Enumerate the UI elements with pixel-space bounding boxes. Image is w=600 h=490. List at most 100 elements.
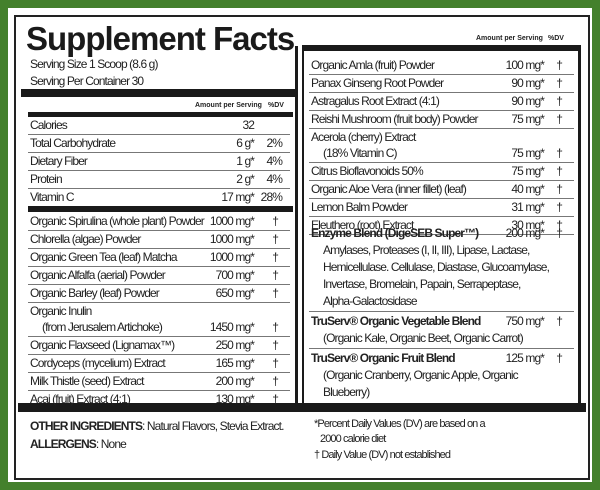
ingredient-amount: 130 mg* bbox=[215, 392, 255, 406]
table-row: Chlorella (algae) Powder 1000 mg* † bbox=[28, 231, 290, 249]
ingredient-dv: † bbox=[272, 356, 279, 370]
ingredient-dv: † bbox=[272, 374, 279, 388]
dagger-footnote: † Daily Value (DV) not established bbox=[314, 449, 451, 461]
ingredient-dv: † bbox=[556, 112, 563, 126]
ingredient-amount: 75 mg* bbox=[511, 164, 545, 178]
table-row: Milk Thistle (seed) Extract 200 mg* † bbox=[28, 373, 290, 391]
nutrient-header-bar bbox=[28, 112, 293, 117]
serving-size: Serving Size 1 Scoop (8.6 g) bbox=[30, 57, 158, 71]
table-row: Organic Aloe Vera (inner fillet) (leaf) 4… bbox=[309, 181, 574, 199]
ingredient-divider-bar bbox=[28, 206, 293, 212]
ingredient-name: Cordyceps (mycelium) Extract bbox=[30, 356, 166, 370]
ingredient-amount: 100 mg* bbox=[505, 58, 545, 72]
ingredient-dv: 2% bbox=[266, 136, 282, 150]
ingredient-dv: † bbox=[272, 232, 279, 246]
left-header-bar bbox=[21, 89, 298, 97]
blend-dv: † bbox=[556, 351, 563, 365]
blend-component: Amylases, Proteases (I, II, III), Lipase… bbox=[323, 243, 530, 257]
ingredient-name: Calories bbox=[30, 118, 68, 132]
allergens-label: ALLERGENS bbox=[30, 437, 97, 451]
table-row: Panax Ginseng Root Powder 90 mg* † bbox=[309, 75, 574, 93]
ingredient-amount: 1000 mg* bbox=[209, 214, 255, 228]
dv-header: %DV bbox=[268, 102, 284, 109]
blend-component: Alpha-Galactosidase bbox=[323, 294, 418, 308]
amount-header-right: Amount per Serving bbox=[476, 35, 543, 42]
ingredient-amount: 75 mg* bbox=[511, 112, 545, 126]
blend-component: (Organic Cranberry, Organic Apple, Organ… bbox=[323, 368, 519, 382]
ingredient-name: Dietary Fiber bbox=[30, 154, 88, 168]
servings-per-container: Serving Per Container 30 bbox=[30, 74, 144, 88]
table-row: Cordyceps (mycelium) Extract 165 mg* † bbox=[28, 355, 290, 373]
ingredient-name: Reishi Mushroom (fruit body) Powder bbox=[311, 112, 478, 126]
ingredient-amount: 1000 mg* bbox=[209, 250, 255, 264]
column-divider-left bbox=[295, 46, 298, 403]
ingredient-name: Organic Inulin bbox=[30, 304, 92, 318]
table-row: Acerola (cherry) Extract (18% Vitamin C) 7… bbox=[309, 129, 574, 163]
ingredient-dv: † bbox=[272, 286, 279, 300]
blend-name: Enzyme Blend (DigeSEB Super™) bbox=[311, 226, 479, 240]
ingredient-name: Lemon Balm Powder bbox=[311, 200, 408, 214]
ingredient-name: Chlorella (algae) Powder bbox=[30, 232, 141, 246]
ingredient-dv: † bbox=[556, 200, 563, 214]
ingredient-amount: 17 mg* bbox=[221, 190, 255, 204]
table-row: Organic Inulin (from Jerusalem Artichoke)… bbox=[28, 303, 290, 337]
table-row: Dietary Fiber 1 g* 4% bbox=[28, 153, 290, 171]
table-row: Organic Green Tea (leaf) Matcha 1000 mg* † bbox=[28, 249, 290, 267]
footer-bar bbox=[18, 403, 586, 412]
blend-component: Hemicellulase. Cellulase, Diastase, Gluc… bbox=[323, 260, 550, 274]
ingredient-amount: 30 mg* bbox=[511, 218, 545, 232]
table-row: Citrus Bioflavonoids 50% 75 mg* † bbox=[309, 163, 574, 181]
ingredient-dv: † bbox=[556, 76, 563, 90]
ingredient-amount: 1450 mg* bbox=[209, 320, 255, 334]
dv-header-right: %DV bbox=[548, 35, 564, 42]
table-row: Organic Amla (fruit) Powder 100 mg* † bbox=[309, 57, 574, 75]
ingredient-name: Organic Flaxseed (Lignamax™) bbox=[30, 338, 175, 352]
dv-footnote: *Percent Daily Values (DV) are based on … bbox=[314, 418, 486, 430]
ingredient-amount: 75 mg* bbox=[511, 146, 545, 160]
other-ingredients-label: OTHER INGREDIENTS bbox=[30, 419, 143, 433]
ingredient-amount: 165 mg* bbox=[215, 356, 255, 370]
ingredient-amount: 90 mg* bbox=[511, 76, 545, 90]
ingredient-name: Acerola (cherry) Extract bbox=[311, 130, 416, 144]
ingredient-dv: † bbox=[272, 268, 279, 282]
ingredient-name: Organic Amla (fruit) Powder bbox=[311, 58, 435, 72]
ingredient-dv: 4% bbox=[266, 172, 282, 186]
ingredient-dv: † bbox=[556, 146, 563, 160]
allergens: ALLERGENS: None bbox=[30, 436, 127, 453]
ingredient-amount: 40 mg* bbox=[511, 182, 545, 196]
ingredient-dv: † bbox=[272, 250, 279, 264]
ingredient-amount: 700 mg* bbox=[215, 268, 255, 282]
ingredient-amount: 90 mg* bbox=[511, 94, 545, 108]
ingredient-amount: 250 mg* bbox=[215, 338, 255, 352]
table-row: Protein 2 g* 4% bbox=[28, 171, 290, 189]
amount-header: Amount per Serving bbox=[195, 102, 262, 109]
page-title: Supplement Facts bbox=[26, 20, 295, 57]
ingredient-dv: † bbox=[272, 320, 279, 334]
ingredient-name: Organic Spirulina (whole plant) Powder bbox=[30, 214, 205, 228]
table-row: Organic Alfalfa (aerial) Powder 700 mg* † bbox=[28, 267, 290, 285]
blend-row: TruServ® Organic Vegetable Blend 750 mg* †… bbox=[309, 313, 574, 349]
ingredient-dv: † bbox=[272, 214, 279, 228]
ingredient-dv: † bbox=[272, 392, 279, 406]
blend-amount: 750 mg* bbox=[505, 314, 545, 328]
blend-dv: † bbox=[556, 226, 563, 240]
right-header-bar bbox=[302, 45, 581, 51]
ingredient-amount: 1000 mg* bbox=[209, 232, 255, 246]
ingredient-name: Astragalus Root Extract (4:1) bbox=[311, 94, 440, 108]
ingredient-name: Vitamin C bbox=[30, 190, 75, 204]
ingredient-name: Organic Green Tea (leaf) Matcha bbox=[30, 250, 178, 264]
ingredient-dv: † bbox=[272, 338, 279, 352]
ingredient-dv: † bbox=[556, 218, 563, 232]
table-row: Organic Spirulina (whole plant) Powder 10… bbox=[28, 213, 290, 231]
ingredient-name: Milk Thistle (seed) Extract bbox=[30, 374, 144, 388]
ingredient-amount: 32 bbox=[242, 118, 254, 132]
ingredient-amount: 200 mg* bbox=[215, 374, 255, 388]
table-row: Organic Barley (leaf) Powder 650 mg* † bbox=[28, 285, 290, 303]
ingredient-amount: 650 mg* bbox=[215, 286, 255, 300]
ingredient-name: Total Carbohydrate bbox=[30, 136, 116, 150]
ingredient-name: Panax Ginseng Root Powder bbox=[311, 76, 444, 90]
ingredient-name-detail: (18% Vitamin C) bbox=[323, 146, 398, 160]
blend-row: Enzyme Blend (DigeSEB Super™) 200 mg* † Amy… bbox=[309, 225, 574, 312]
ingredient-dv: † bbox=[556, 164, 563, 178]
ingredient-amount: 6 g* bbox=[236, 136, 255, 150]
